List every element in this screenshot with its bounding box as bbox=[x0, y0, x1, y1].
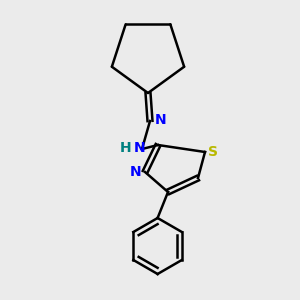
Text: H: H bbox=[120, 141, 132, 155]
Text: N: N bbox=[129, 165, 141, 179]
Text: S: S bbox=[208, 145, 218, 159]
Text: N: N bbox=[155, 113, 166, 127]
Text: N: N bbox=[134, 141, 146, 155]
